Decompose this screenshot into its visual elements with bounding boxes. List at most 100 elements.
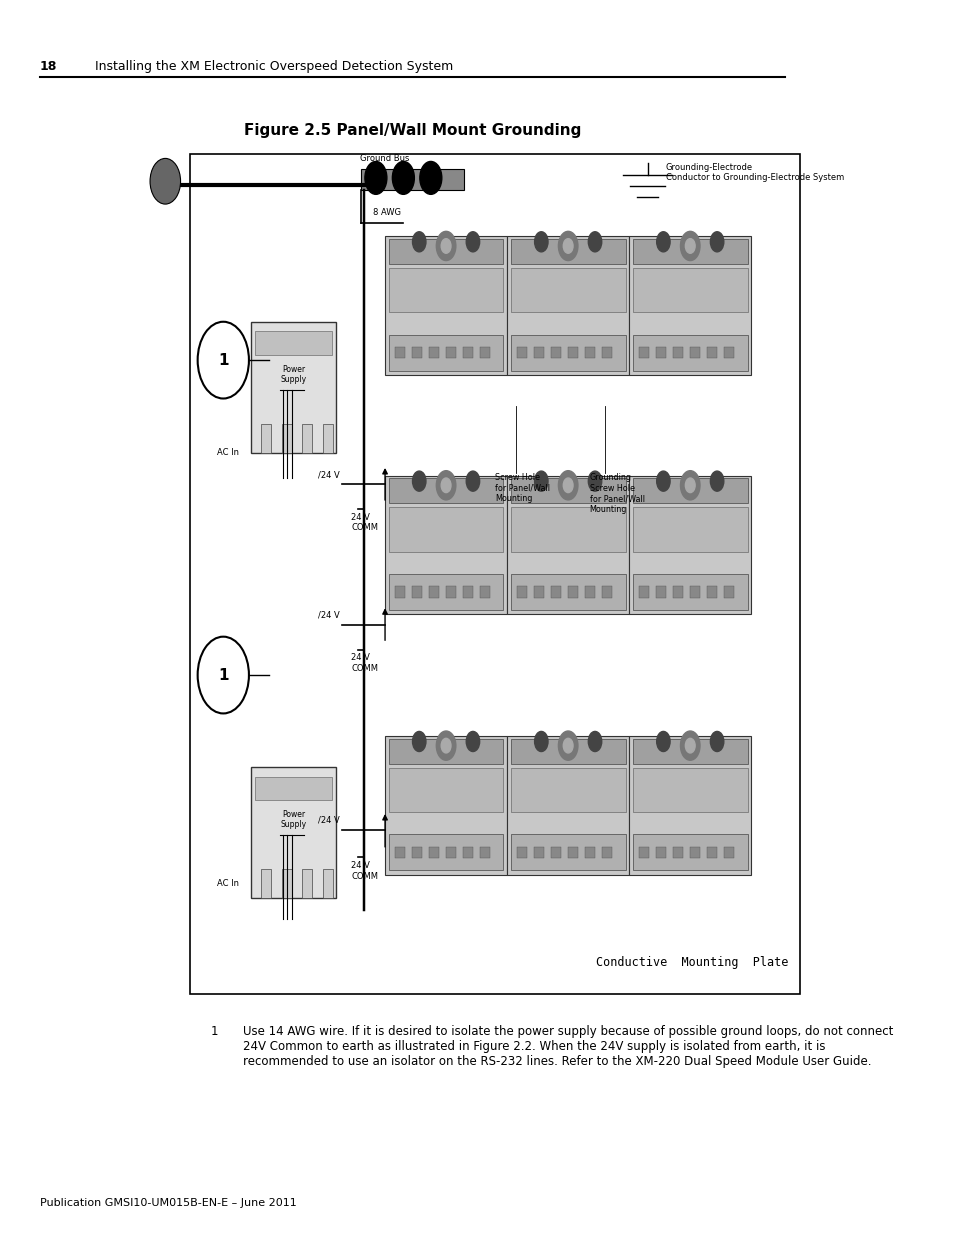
Circle shape bbox=[466, 232, 479, 252]
Bar bbox=[261, 424, 271, 452]
Bar bbox=[632, 739, 747, 763]
Circle shape bbox=[534, 731, 547, 752]
Circle shape bbox=[412, 232, 425, 252]
Bar bbox=[385, 475, 507, 614]
Circle shape bbox=[684, 739, 695, 753]
Text: /24 V: /24 V bbox=[317, 610, 339, 619]
Circle shape bbox=[440, 478, 451, 493]
Bar bbox=[639, 587, 648, 598]
Text: Power
Supply: Power Supply bbox=[280, 364, 306, 384]
Bar bbox=[601, 347, 612, 358]
Bar bbox=[568, 847, 578, 858]
Bar bbox=[656, 847, 665, 858]
Bar bbox=[632, 835, 747, 871]
Text: 1: 1 bbox=[218, 353, 229, 368]
Circle shape bbox=[534, 471, 547, 492]
Bar bbox=[302, 869, 312, 898]
Circle shape bbox=[588, 232, 601, 252]
Circle shape bbox=[558, 731, 578, 761]
Circle shape bbox=[679, 731, 700, 761]
Text: Grounding-Electrode
Conductor to Grounding-Electrode System: Grounding-Electrode Conductor to Groundi… bbox=[665, 163, 843, 183]
Bar bbox=[632, 508, 747, 552]
Bar bbox=[479, 587, 490, 598]
Text: Screw Hole
for Panel/Wall
Mounting: Screw Hole for Panel/Wall Mounting bbox=[495, 473, 549, 504]
Bar bbox=[322, 869, 333, 898]
Circle shape bbox=[440, 739, 451, 753]
Bar bbox=[302, 424, 312, 452]
Bar bbox=[706, 347, 717, 358]
Circle shape bbox=[562, 739, 573, 753]
Circle shape bbox=[197, 637, 249, 714]
Bar bbox=[568, 347, 578, 358]
Text: Installing the XM Electronic Overspeed Detection System: Installing the XM Electronic Overspeed D… bbox=[94, 59, 453, 73]
Bar bbox=[479, 847, 490, 858]
Bar bbox=[551, 847, 560, 858]
Bar bbox=[632, 478, 747, 504]
Text: /24 V: /24 V bbox=[317, 471, 339, 479]
Bar bbox=[510, 335, 625, 370]
Bar bbox=[261, 869, 271, 898]
Bar bbox=[388, 739, 503, 763]
Bar bbox=[388, 268, 503, 312]
Bar bbox=[690, 847, 700, 858]
Bar bbox=[360, 169, 464, 190]
Text: 1: 1 bbox=[218, 668, 229, 683]
Bar bbox=[584, 847, 595, 858]
Bar bbox=[281, 869, 292, 898]
Bar bbox=[446, 847, 456, 858]
Bar bbox=[388, 335, 503, 370]
Text: Power
Supply: Power Supply bbox=[280, 810, 306, 829]
Circle shape bbox=[392, 162, 414, 194]
Bar bbox=[510, 835, 625, 871]
Bar bbox=[568, 587, 578, 598]
Text: AC In: AC In bbox=[216, 448, 238, 457]
Bar bbox=[322, 424, 333, 452]
Bar bbox=[388, 478, 503, 504]
Bar bbox=[632, 335, 747, 370]
Bar bbox=[690, 587, 700, 598]
Text: AC In: AC In bbox=[216, 879, 238, 888]
Bar bbox=[629, 475, 751, 614]
Bar bbox=[534, 587, 543, 598]
Bar bbox=[463, 587, 473, 598]
Circle shape bbox=[197, 322, 249, 399]
Circle shape bbox=[440, 238, 451, 253]
Circle shape bbox=[684, 478, 695, 493]
Bar bbox=[254, 777, 332, 800]
Bar bbox=[412, 587, 421, 598]
Circle shape bbox=[656, 731, 669, 752]
Bar bbox=[510, 574, 625, 610]
Circle shape bbox=[466, 731, 479, 752]
Circle shape bbox=[150, 158, 180, 204]
Bar bbox=[388, 240, 503, 264]
Circle shape bbox=[710, 471, 723, 492]
Text: 1: 1 bbox=[210, 1025, 217, 1039]
Bar bbox=[479, 347, 490, 358]
Bar bbox=[632, 240, 747, 264]
Bar bbox=[463, 347, 473, 358]
Text: 24 V
COMM: 24 V COMM bbox=[351, 862, 378, 881]
Bar bbox=[510, 478, 625, 504]
Bar bbox=[723, 847, 734, 858]
Bar bbox=[601, 847, 612, 858]
Text: 8 AWG: 8 AWG bbox=[373, 209, 400, 217]
Bar bbox=[673, 847, 682, 858]
Circle shape bbox=[412, 471, 425, 492]
Bar bbox=[629, 736, 751, 874]
Circle shape bbox=[558, 231, 578, 261]
Bar bbox=[510, 739, 625, 763]
Bar bbox=[534, 347, 543, 358]
Bar bbox=[446, 347, 456, 358]
Bar bbox=[510, 508, 625, 552]
Circle shape bbox=[534, 232, 547, 252]
Bar bbox=[388, 508, 503, 552]
Bar bbox=[395, 847, 404, 858]
Circle shape bbox=[656, 232, 669, 252]
Bar bbox=[551, 347, 560, 358]
Circle shape bbox=[679, 231, 700, 261]
Bar bbox=[706, 847, 717, 858]
Bar bbox=[517, 587, 526, 598]
Bar bbox=[629, 236, 751, 375]
Circle shape bbox=[679, 471, 700, 500]
Bar bbox=[510, 240, 625, 264]
